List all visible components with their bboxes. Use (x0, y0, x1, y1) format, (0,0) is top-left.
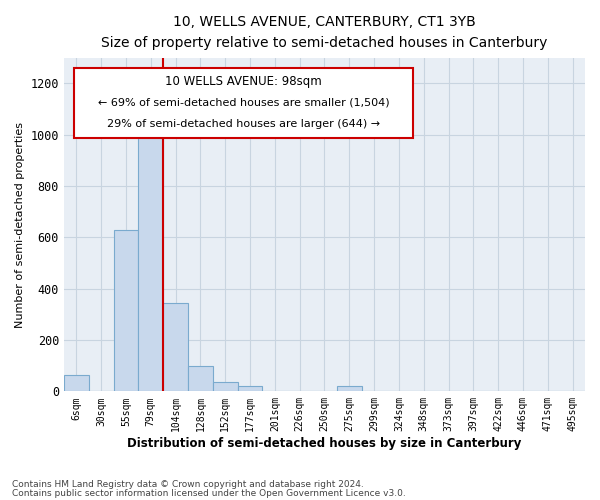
Bar (337, 386, 362, 392)
Title: 10, WELLS AVENUE, CANTERBURY, CT1 3YB
Size of property relative to semi-detached: 10, WELLS AVENUE, CANTERBURY, CT1 3YB Si… (101, 15, 548, 50)
Y-axis label: Number of semi-detached properties: Number of semi-detached properties (15, 122, 25, 328)
Bar (113, 230, 139, 392)
X-axis label: Distribution of semi-detached houses by size in Canterbury: Distribution of semi-detached houses by … (127, 437, 521, 450)
Text: Contains public sector information licensed under the Open Government Licence v3: Contains public sector information licen… (12, 488, 406, 498)
Text: Contains HM Land Registry data © Crown copyright and database right 2024.: Contains HM Land Registry data © Crown c… (12, 480, 364, 489)
Bar (213, 382, 238, 392)
Bar (238, 386, 262, 392)
Text: 29% of semi-detached houses are larger (644) →: 29% of semi-detached houses are larger (… (107, 119, 380, 129)
FancyBboxPatch shape (74, 68, 413, 138)
Bar (64, 374, 89, 392)
Bar (139, 134, 163, 392)
Text: 10 WELLS AVENUE: 98sqm: 10 WELLS AVENUE: 98sqm (166, 75, 322, 88)
Text: ← 69% of semi-detached houses are smaller (1,504): ← 69% of semi-detached houses are smalle… (98, 98, 389, 108)
Bar (163, 303, 188, 392)
Bar (188, 366, 213, 392)
